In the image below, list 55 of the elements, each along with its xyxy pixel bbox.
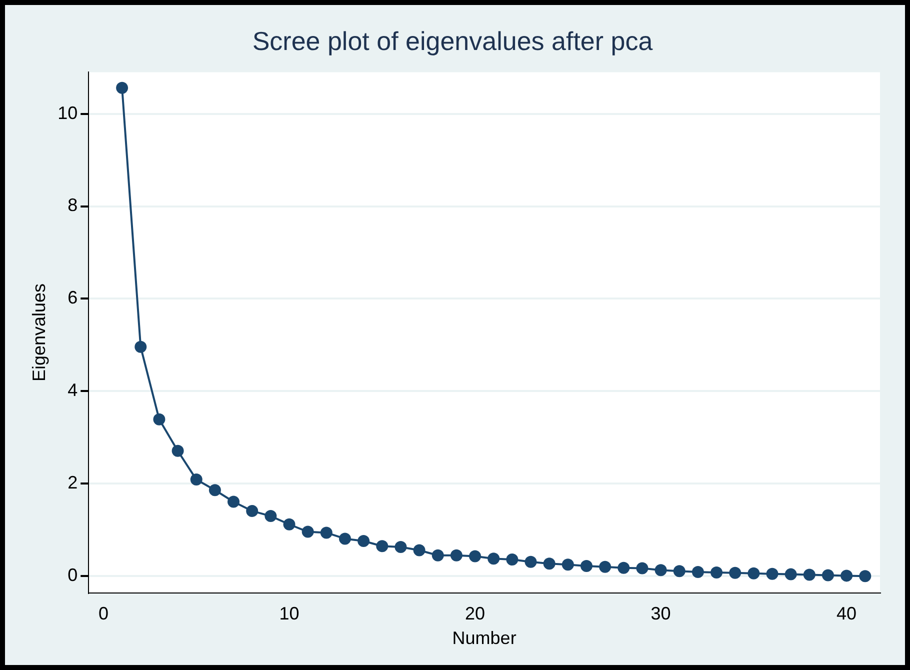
point bbox=[729, 566, 742, 579]
point bbox=[228, 496, 240, 508]
point bbox=[116, 82, 128, 94]
point bbox=[376, 540, 388, 552]
y-tick-label: 4 bbox=[68, 380, 78, 400]
point bbox=[432, 549, 444, 562]
point bbox=[153, 413, 166, 426]
point bbox=[394, 541, 407, 554]
point bbox=[618, 562, 630, 574]
point bbox=[134, 340, 147, 353]
point bbox=[599, 560, 612, 573]
point bbox=[320, 526, 332, 539]
point bbox=[580, 560, 592, 572]
point bbox=[543, 558, 556, 570]
point bbox=[450, 549, 462, 562]
point bbox=[488, 552, 500, 565]
point bbox=[673, 565, 686, 578]
point bbox=[784, 568, 797, 580]
point bbox=[246, 504, 258, 517]
y-tick-label: 6 bbox=[68, 288, 78, 308]
point bbox=[524, 556, 537, 568]
x-tick-label: 0 bbox=[98, 604, 108, 624]
point bbox=[636, 562, 648, 574]
x-tick-label: 20 bbox=[465, 604, 486, 624]
x-axis-title: Number bbox=[452, 628, 516, 648]
x-tick-label: 30 bbox=[650, 604, 671, 624]
point bbox=[506, 554, 518, 566]
y-axis-title: Eigenvalues bbox=[28, 283, 49, 382]
point bbox=[264, 510, 277, 522]
point bbox=[469, 550, 482, 562]
point bbox=[302, 526, 314, 538]
y-tick-label: 0 bbox=[68, 565, 78, 586]
point bbox=[208, 484, 221, 496]
point bbox=[822, 569, 834, 582]
point bbox=[766, 568, 778, 580]
y-tick-label: 2 bbox=[68, 472, 78, 493]
point bbox=[562, 558, 574, 571]
x-tick-label: 10 bbox=[279, 604, 300, 624]
point bbox=[803, 568, 816, 581]
point bbox=[692, 566, 704, 578]
point bbox=[654, 564, 667, 576]
chart-title: Scree plot of eigenvalues after pca bbox=[252, 26, 654, 56]
point bbox=[859, 570, 872, 582]
point bbox=[172, 444, 184, 457]
y-tick-label: 8 bbox=[68, 195, 78, 216]
x-tick-label: 40 bbox=[836, 604, 857, 624]
point bbox=[283, 518, 296, 530]
point bbox=[358, 535, 370, 548]
point bbox=[840, 570, 853, 582]
point bbox=[413, 544, 426, 556]
y-tick-label: 10 bbox=[58, 102, 78, 123]
point bbox=[710, 566, 723, 578]
point bbox=[748, 567, 760, 580]
point bbox=[338, 532, 351, 545]
point bbox=[190, 474, 202, 486]
